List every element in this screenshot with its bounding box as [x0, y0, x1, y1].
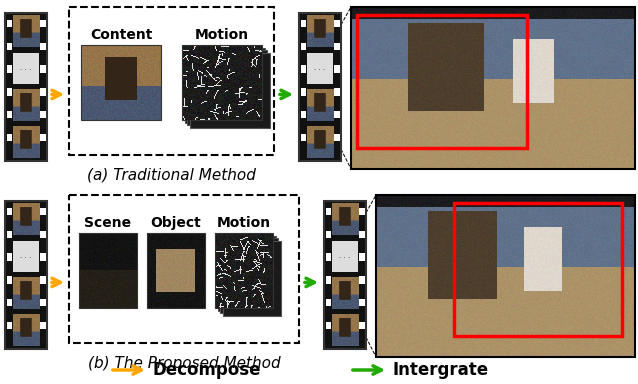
Bar: [334, 134, 339, 141]
Bar: [300, 20, 306, 27]
Bar: [79, 233, 137, 308]
Bar: [351, 7, 635, 169]
Bar: [325, 322, 331, 329]
Text: Object: Object: [151, 216, 202, 230]
Bar: [40, 43, 45, 50]
Bar: [147, 233, 205, 308]
Bar: [40, 276, 45, 283]
Bar: [359, 299, 364, 306]
Bar: [5, 201, 47, 349]
Text: (b) The Proposed Method: (b) The Proposed Method: [87, 356, 280, 371]
Bar: [40, 208, 45, 215]
Text: . . .: . . .: [339, 253, 351, 260]
Bar: [334, 111, 339, 118]
Bar: [189, 53, 269, 127]
Bar: [69, 195, 299, 343]
Bar: [6, 43, 12, 50]
Bar: [5, 13, 47, 161]
Bar: [40, 65, 45, 73]
Bar: [6, 111, 12, 118]
Bar: [334, 43, 339, 50]
Bar: [6, 20, 12, 27]
Bar: [6, 65, 12, 73]
Bar: [187, 50, 267, 125]
Bar: [40, 20, 45, 27]
Bar: [325, 208, 331, 215]
Text: Motion: Motion: [195, 28, 249, 42]
Text: . . .: . . .: [20, 253, 32, 260]
Bar: [332, 241, 359, 272]
Bar: [359, 231, 364, 238]
Bar: [69, 7, 274, 155]
Bar: [359, 322, 364, 329]
Bar: [40, 299, 45, 306]
Bar: [334, 20, 339, 27]
Bar: [307, 53, 334, 84]
Bar: [81, 45, 161, 120]
Bar: [325, 231, 331, 238]
Bar: [220, 238, 278, 313]
Bar: [300, 65, 306, 73]
Text: . . .: . . .: [315, 66, 325, 71]
Bar: [13, 241, 40, 272]
Bar: [325, 299, 331, 306]
Bar: [215, 233, 273, 308]
Bar: [6, 253, 12, 261]
Bar: [218, 235, 276, 311]
Bar: [325, 276, 331, 283]
Bar: [6, 88, 12, 96]
Bar: [40, 88, 45, 96]
Bar: [334, 88, 339, 96]
Text: Motion: Motion: [217, 216, 271, 230]
Text: . . .: . . .: [20, 66, 32, 71]
Text: Scene: Scene: [84, 216, 131, 230]
Bar: [6, 231, 12, 238]
Bar: [40, 322, 45, 329]
Bar: [40, 111, 45, 118]
Bar: [6, 208, 12, 215]
Bar: [6, 322, 12, 329]
Bar: [300, 134, 306, 141]
Bar: [300, 88, 306, 96]
Bar: [6, 134, 12, 141]
Bar: [300, 43, 306, 50]
Bar: [6, 276, 12, 283]
Bar: [357, 15, 527, 148]
Bar: [40, 231, 45, 238]
Bar: [299, 13, 341, 161]
Bar: [324, 201, 366, 349]
Bar: [325, 253, 331, 261]
Bar: [13, 53, 40, 84]
Bar: [40, 253, 45, 261]
Bar: [182, 45, 262, 120]
Text: (a) Traditional Method: (a) Traditional Method: [87, 168, 256, 183]
Bar: [40, 134, 45, 141]
Bar: [300, 111, 306, 118]
Bar: [334, 65, 339, 73]
Text: Decompose: Decompose: [152, 361, 260, 379]
Bar: [359, 208, 364, 215]
Bar: [359, 276, 364, 283]
Bar: [184, 48, 265, 122]
Bar: [454, 203, 622, 336]
Bar: [223, 240, 281, 316]
Bar: [359, 253, 364, 261]
Bar: [6, 299, 12, 306]
Text: Content: Content: [90, 28, 152, 42]
Text: Intergrate: Intergrate: [392, 361, 488, 379]
Bar: [376, 195, 635, 357]
